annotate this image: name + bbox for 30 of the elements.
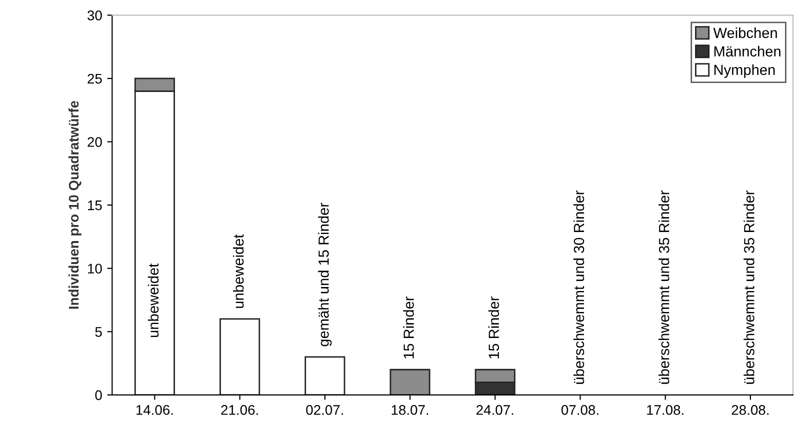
legend-label: Männchen — [714, 46, 780, 57]
annotation: 15 Rinder — [488, 296, 500, 358]
y-tick-label: 0 — [95, 390, 102, 400]
annotation: überschwemmt und 35 Rinder — [744, 190, 754, 384]
x-tick-label: 14.06. — [136, 405, 173, 415]
y-tick-label: 5 — [95, 327, 102, 337]
legend-label: Weibchen — [713, 27, 777, 38]
x-tick-label: 07.08. — [561, 405, 598, 415]
y-tick-label: 20 — [88, 137, 102, 147]
legend-label: Nymphen — [714, 64, 775, 78]
bar — [304, 356, 346, 395]
y-tick-label: 15 — [88, 200, 102, 210]
bar — [220, 318, 260, 395]
annotation: gemäht und 15 Rinder — [318, 202, 332, 346]
x-tick-label: 21.06. — [221, 405, 258, 415]
annotation: unbeweidet — [148, 263, 159, 338]
annotation: 15 Rinder — [403, 296, 414, 358]
x-tick-label: 18.07. — [392, 405, 428, 415]
y-tick-label: 30 — [88, 10, 102, 20]
x-tick-label: 02.07. — [306, 405, 343, 415]
annotation: überschwemmt und 30 Rinder — [573, 190, 584, 384]
y-tick-label: 10 — [88, 264, 102, 274]
y-axis-title: Individuen pro 10 Quadratwürfe — [68, 100, 82, 309]
y-tick-label: 25 — [88, 74, 102, 84]
x-tick-label: 17.08. — [647, 405, 684, 415]
annotation: unbeweidet — [233, 234, 244, 308]
x-tick-label: 24.07. — [476, 405, 514, 415]
annotation: überschwemmt und 35 Rinder — [658, 190, 670, 384]
bar — [390, 368, 430, 395]
x-tick-label: 28.08. — [732, 405, 768, 415]
